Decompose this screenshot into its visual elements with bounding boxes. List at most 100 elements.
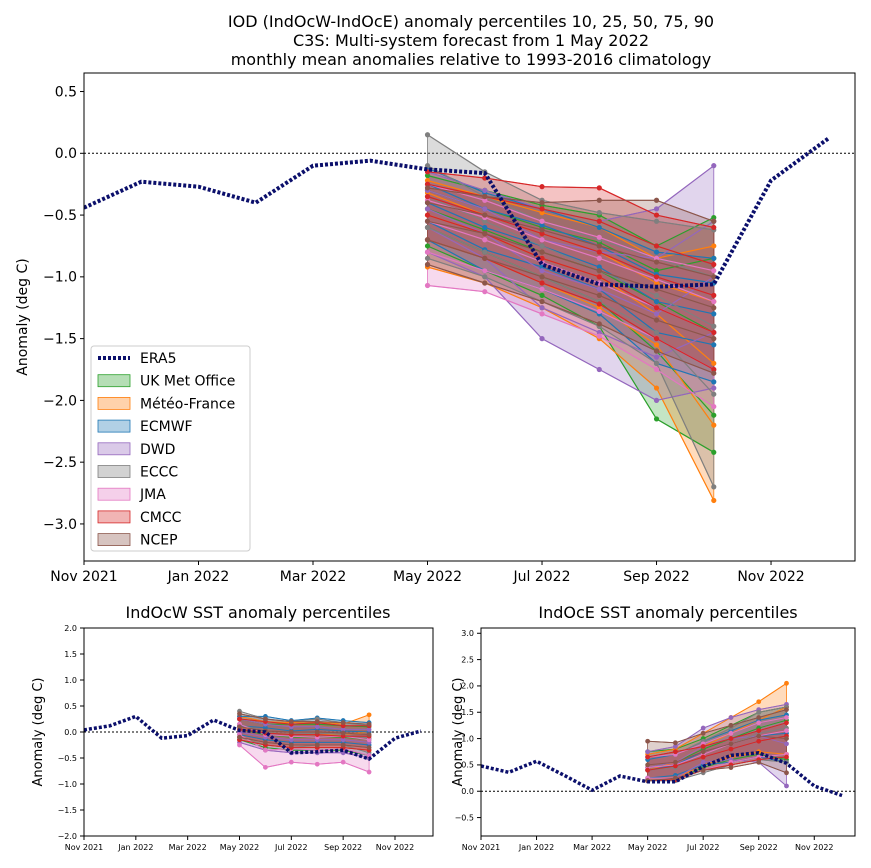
y-tick-label: −0.5 — [58, 754, 77, 763]
percentile-point — [700, 759, 706, 765]
percentile-point — [596, 234, 602, 240]
x-tick-label: Nov 2021 — [462, 843, 501, 852]
percentile-line-p10 — [647, 761, 787, 782]
legend-label: ECMWF — [140, 419, 193, 435]
percentile-point — [539, 274, 545, 280]
percentile-point — [424, 249, 431, 255]
percentile-point — [711, 305, 717, 311]
y-tick-label: −0.5 — [43, 208, 77, 224]
percentile-point — [366, 727, 372, 732]
percentile-point — [424, 185, 431, 191]
percentile-point — [784, 720, 789, 726]
percentile-point — [653, 317, 660, 323]
x-tick-label: Mar 2022 — [280, 569, 347, 585]
percentile-line-p25 — [427, 226, 715, 395]
percentile-point — [596, 224, 602, 231]
x-tick-label: Mar 2022 — [573, 843, 611, 852]
x-tick-label: May 2022 — [393, 569, 462, 585]
percentile-point — [314, 761, 320, 767]
percentile-point — [424, 181, 431, 187]
percentile-point — [784, 770, 789, 776]
percentile-point — [728, 741, 734, 747]
percentile-line-p90 — [239, 715, 370, 724]
y-tick-label: −1.5 — [58, 806, 77, 815]
percentile-point — [653, 218, 660, 224]
y-tick-label: −1.5 — [43, 332, 77, 348]
percentile-line-p90 — [427, 171, 714, 228]
percentile-line-p10 — [427, 257, 715, 488]
percentile-point — [653, 360, 660, 366]
percentile-point — [653, 348, 660, 354]
main-title-line-1: IOD (IndOcW-IndOcE) anomaly percentiles … — [228, 12, 714, 31]
percentile-point — [653, 206, 660, 212]
main-title-line-2: C3S: Multi-system forecast from 1 May 20… — [293, 31, 649, 50]
percentile-line-p90 — [427, 167, 714, 259]
percentile-point — [596, 333, 602, 339]
main-plot: Nov 2021 Jan 2022 Mar 2022 May 2022 Jul 2022… — [15, 72, 856, 585]
legend-swatch — [97, 533, 131, 546]
percentile-line-p90 — [239, 718, 370, 727]
percentile-point — [596, 308, 602, 315]
y-axis-label: Anomaly (deg C) — [15, 258, 31, 375]
percentile-point — [711, 323, 717, 329]
percentile-point — [645, 749, 651, 755]
percentile-point — [784, 783, 789, 789]
percentile-point — [424, 177, 431, 184]
percentile-point — [539, 243, 545, 249]
y-tick-label: 1.0 — [64, 676, 77, 685]
percentile-point — [539, 255, 545, 261]
percentile-point — [700, 749, 706, 755]
percentile-point — [424, 255, 431, 261]
percentile-point — [340, 759, 346, 765]
percentile-point — [728, 715, 734, 720]
y-tick-label: 0.5 — [55, 84, 77, 100]
percentile-point — [653, 311, 660, 317]
percentile-point — [645, 762, 651, 768]
percentile-point — [711, 329, 717, 336]
percentile-line-p10 — [647, 756, 787, 779]
percentile-point — [482, 289, 488, 295]
percentile-line-p90 — [427, 134, 714, 231]
y-tick-label: 1.0 — [461, 734, 474, 743]
percentile-point — [482, 218, 488, 224]
x-tick-label: May 2022 — [628, 843, 667, 852]
percentile-point — [596, 218, 602, 224]
percentile-point — [728, 723, 734, 728]
legend-swatch — [97, 374, 131, 388]
percentile-point — [653, 259, 660, 265]
percentile-point — [366, 745, 372, 750]
percentile-point — [756, 728, 762, 734]
percentile-point — [288, 742, 294, 748]
percentile-point — [596, 249, 602, 255]
percentile-point — [482, 224, 488, 231]
percentile-point — [784, 736, 789, 741]
legend-swatch — [97, 487, 131, 501]
percentile-point — [539, 249, 545, 255]
percentile-point — [482, 280, 488, 286]
y-tick-label: −2.5 — [43, 455, 77, 471]
percentile-point — [340, 720, 346, 726]
percentile-point — [424, 206, 431, 212]
percentile-point — [784, 728, 789, 734]
percentile-point — [596, 264, 602, 270]
percentile-point — [728, 765, 734, 770]
percentile-point — [673, 749, 678, 755]
percentile-point — [653, 397, 660, 403]
percentile-point — [700, 744, 706, 749]
x-tick-label: Jan 2022 — [167, 569, 230, 585]
legend-box — [90, 345, 251, 552]
percentile-point — [645, 754, 651, 760]
percentile-point — [424, 212, 431, 218]
y-tick-label: 1.5 — [461, 708, 474, 717]
percentile-point — [653, 212, 660, 218]
percentile-line-p10 — [647, 756, 787, 782]
percentile-point — [539, 298, 545, 305]
percentile-point — [366, 732, 372, 737]
percentile-point — [366, 721, 372, 727]
legend: ERA5 UK Met Office Météo-France ECMWF DWD ECC… — [90, 345, 251, 552]
percentile-point — [539, 286, 545, 292]
percentile-line-p50 — [427, 195, 715, 327]
percentile-line-p25 — [427, 226, 715, 358]
percentile-point — [424, 224, 431, 231]
percentile-point — [711, 298, 717, 305]
